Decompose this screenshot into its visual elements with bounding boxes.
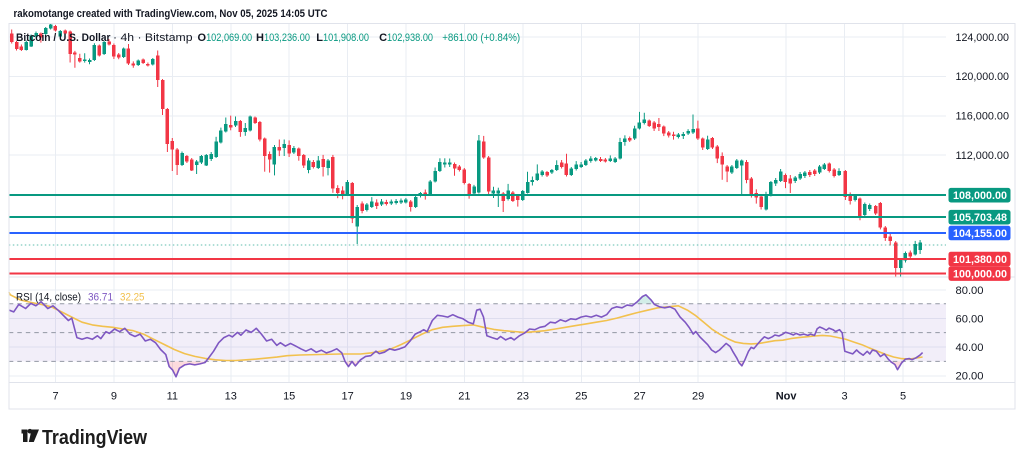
svg-text:17: 17 (341, 391, 353, 403)
svg-text:Bitcoin / U.S. Dollar· 4h · Bi: Bitcoin / U.S. Dollar · 4h · Bitstamp O102… (16, 32, 520, 44)
svg-text:rakomotange created with Tradi: rakomotange created with TradingView.com… (14, 8, 328, 20)
svg-text:19: 19 (400, 391, 412, 403)
svg-text:112,000.00: 112,000.00 (956, 150, 1010, 162)
svg-text:27: 27 (634, 391, 646, 403)
svg-text:21: 21 (458, 391, 470, 403)
svg-text:TradingView: TradingView (42, 427, 147, 449)
svg-text:29: 29 (692, 391, 704, 403)
svg-text:9: 9 (111, 391, 117, 403)
svg-text:5: 5 (900, 391, 906, 403)
svg-text:100,000.00: 100,000.00 (953, 269, 1007, 281)
svg-text:7: 7 (52, 391, 58, 403)
svg-text:80.00: 80.00 (956, 285, 984, 297)
svg-text:23: 23 (517, 391, 529, 403)
svg-text:13: 13 (225, 391, 237, 403)
svg-text:40.00: 40.00 (956, 342, 984, 354)
svg-text:120,000.00: 120,000.00 (956, 71, 1010, 83)
svg-text:101,380.00: 101,380.00 (953, 254, 1007, 266)
svg-text:Nov: Nov (776, 391, 798, 403)
svg-text:11: 11 (167, 391, 178, 403)
svg-text:3: 3 (842, 391, 848, 403)
svg-text:20.00: 20.00 (956, 371, 984, 383)
svg-text:108,000.00: 108,000.00 (953, 190, 1007, 202)
svg-text:60.00: 60.00 (956, 313, 984, 325)
svg-text:116,000.00: 116,000.00 (956, 111, 1010, 123)
svg-text:25: 25 (575, 391, 587, 403)
svg-text:15: 15 (283, 391, 295, 403)
svg-text:124,000.00: 124,000.00 (956, 32, 1010, 44)
svg-text:105,703.48: 105,703.48 (953, 212, 1007, 224)
svg-text:104,155.00: 104,155.00 (953, 228, 1007, 240)
